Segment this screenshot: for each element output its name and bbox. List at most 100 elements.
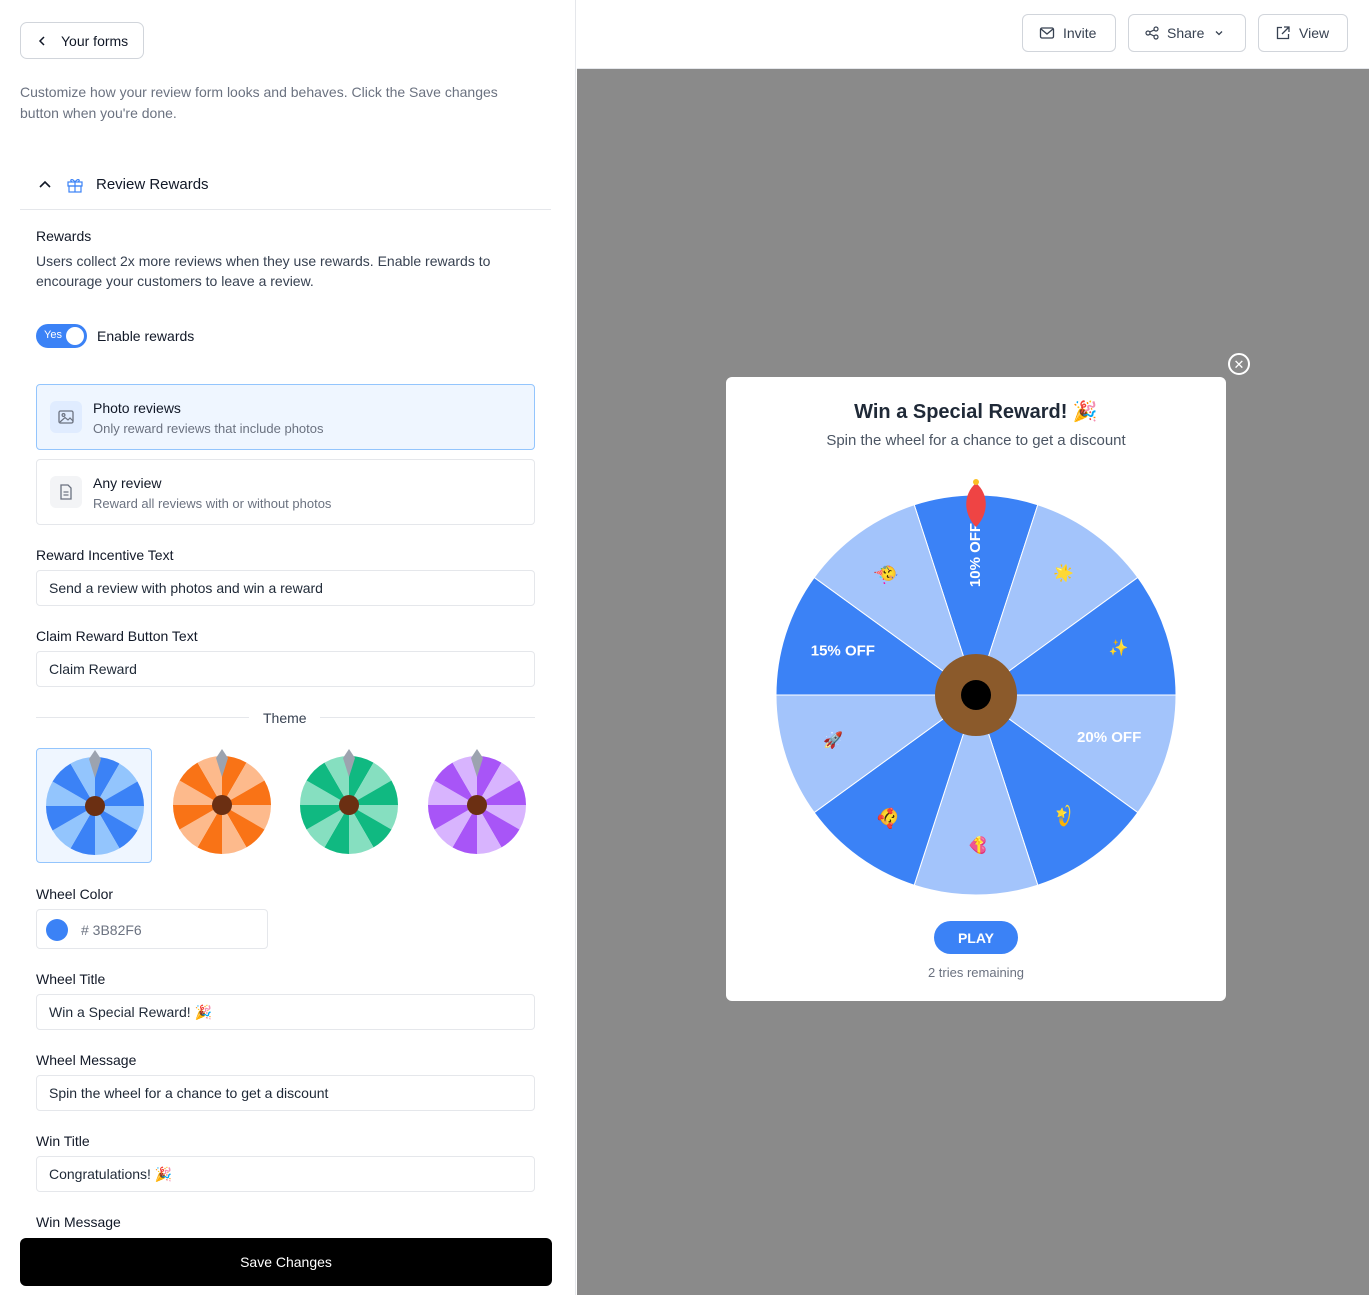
wheel-segment-label: 20% OFF	[1077, 729, 1141, 746]
share-button[interactable]: Share	[1128, 14, 1246, 52]
thumb-segment	[349, 805, 392, 848]
wheel-segment	[775, 694, 978, 814]
thumb-segment	[95, 806, 138, 849]
thumb-segment	[428, 805, 477, 830]
wheel-segment-label: 10% OFF	[967, 523, 984, 587]
rewards-description: Users collect 2x more reviews when they …	[36, 253, 491, 289]
thumb-segment	[477, 805, 526, 830]
document-icon	[50, 476, 82, 508]
option-any-review[interactable]: Any review Reward all reviews with or wi…	[36, 459, 535, 525]
view-label: View	[1299, 25, 1330, 41]
thumb-segment	[452, 805, 477, 854]
wheel-thumbnail	[300, 749, 398, 854]
save-changes-button[interactable]: Save Changes	[20, 1238, 552, 1286]
wheel-segment	[775, 576, 978, 696]
thumb-segment	[52, 763, 95, 806]
thumb-segment	[349, 805, 374, 854]
thumb-segment	[306, 805, 349, 848]
settings-panel: Your forms Customize how your review for…	[0, 0, 576, 1295]
claim-button-text-input[interactable]: Claim Reward	[36, 651, 535, 687]
thumb-segment	[179, 762, 222, 805]
back-label: Your forms	[61, 32, 129, 49]
review-rewards-section-header[interactable]: Review Rewards	[20, 160, 551, 210]
thumb-segment	[434, 805, 477, 848]
wheel-segment-label: 15% OFF	[811, 643, 875, 660]
win-message-label: Win Message	[36, 1214, 121, 1230]
thumb-segment	[477, 762, 520, 805]
thumb-segment	[477, 780, 526, 805]
option-title: Any review	[93, 475, 162, 491]
wheel-message-label: Wheel Message	[36, 1052, 137, 1068]
enable-rewards-label: Enable rewards	[97, 328, 195, 344]
wheel-title-input[interactable]: Win a Special Reward! 🎉	[36, 994, 535, 1030]
wheel-segment-label: 💝	[968, 835, 986, 855]
theme-label: Theme	[263, 710, 307, 726]
view-button[interactable]: View	[1258, 14, 1348, 52]
thumb-segment	[222, 805, 271, 830]
image-icon	[50, 401, 82, 433]
claim-button-text-label: Claim Reward Button Text	[36, 628, 198, 644]
thumb-segment	[349, 780, 398, 805]
wheel-segment	[813, 693, 977, 886]
thumb-segment	[52, 806, 95, 849]
wheel-hub-center	[961, 680, 991, 710]
share-label: Share	[1167, 25, 1205, 41]
play-button[interactable]: PLAY	[934, 921, 1018, 954]
wheel-segment	[913, 693, 1039, 896]
thumb-pointer	[343, 749, 355, 777]
section-title: Review Rewards	[96, 176, 209, 193]
win-title-input[interactable]: Congratulations! 🎉	[36, 1156, 535, 1192]
chevron-down-icon	[1215, 31, 1223, 36]
wheel-segment	[974, 694, 1177, 814]
thumb-segment	[434, 762, 477, 805]
theme-option-purple[interactable]	[419, 748, 535, 863]
thumb-segment	[46, 781, 95, 806]
prize-wheel[interactable]: 10% OFF 🌟✨20% OFF💫💝🥰🚀15% OFF🥳	[726, 377, 1226, 917]
spin-wheel-modal: Win a Special Reward! 🎉 Spin the wheel f…	[726, 377, 1226, 1001]
thumb-segment	[222, 805, 247, 854]
option-title: Photo reviews	[93, 400, 181, 416]
invite-label: Invite	[1063, 25, 1097, 41]
wheel-message-input[interactable]: Spin the wheel for a chance to get a dis…	[36, 1075, 535, 1111]
theme-option-blue[interactable]	[36, 748, 152, 863]
thumb-segment	[222, 756, 247, 805]
preview-toolbar: Invite Share View	[577, 0, 1369, 69]
toggle-state-text: Yes	[44, 329, 62, 341]
wheel-title-label: Wheel Title	[36, 971, 106, 987]
enable-rewards-toggle[interactable]: Yes	[36, 324, 87, 348]
thumb-segment	[222, 780, 271, 805]
intro-text: Customize how your review form looks and…	[20, 84, 498, 121]
wheel-color-input[interactable]: # 3B82F6	[36, 909, 268, 949]
wheel-thumbnail	[46, 750, 144, 855]
invite-button[interactable]: Invite	[1022, 14, 1116, 52]
thumb-segment	[197, 756, 222, 805]
thumb-segment	[349, 762, 392, 805]
thumb-hub	[212, 795, 232, 815]
thumb-segment	[452, 756, 477, 805]
theme-divider-left	[36, 717, 249, 718]
thumb-hub	[467, 795, 487, 815]
mail-icon	[1039, 27, 1055, 39]
win-title-label: Win Title	[36, 1133, 90, 1149]
thumb-segment	[349, 805, 398, 830]
thumb-segment	[324, 805, 349, 854]
incentive-text-input[interactable]: Send a review with photos and win a rewa…	[36, 570, 535, 606]
option-photo-reviews[interactable]: Photo reviews Only reward reviews that i…	[36, 384, 535, 450]
back-to-forms-button[interactable]: Your forms	[20, 22, 144, 59]
thumb-segment	[300, 805, 349, 830]
theme-option-orange[interactable]	[164, 748, 280, 863]
wheel-segment-label: ✨	[1109, 639, 1129, 657]
close-icon[interactable]: ✕	[1228, 353, 1250, 375]
theme-option-green[interactable]	[291, 748, 407, 863]
thumb-segment	[349, 756, 374, 805]
external-link-icon	[1276, 26, 1290, 40]
chevron-left-icon	[38, 35, 45, 46]
thumb-hub	[339, 795, 359, 815]
thumb-segment	[428, 780, 477, 805]
option-subtitle: Reward all reviews with or without photo…	[93, 496, 332, 511]
modal-title: Win a Special Reward! 🎉	[854, 401, 1098, 423]
wheel-segment	[974, 576, 1177, 696]
color-swatch[interactable]	[46, 919, 68, 941]
wheel-color-label: Wheel Color	[36, 886, 114, 902]
thumb-pointer	[216, 749, 228, 777]
